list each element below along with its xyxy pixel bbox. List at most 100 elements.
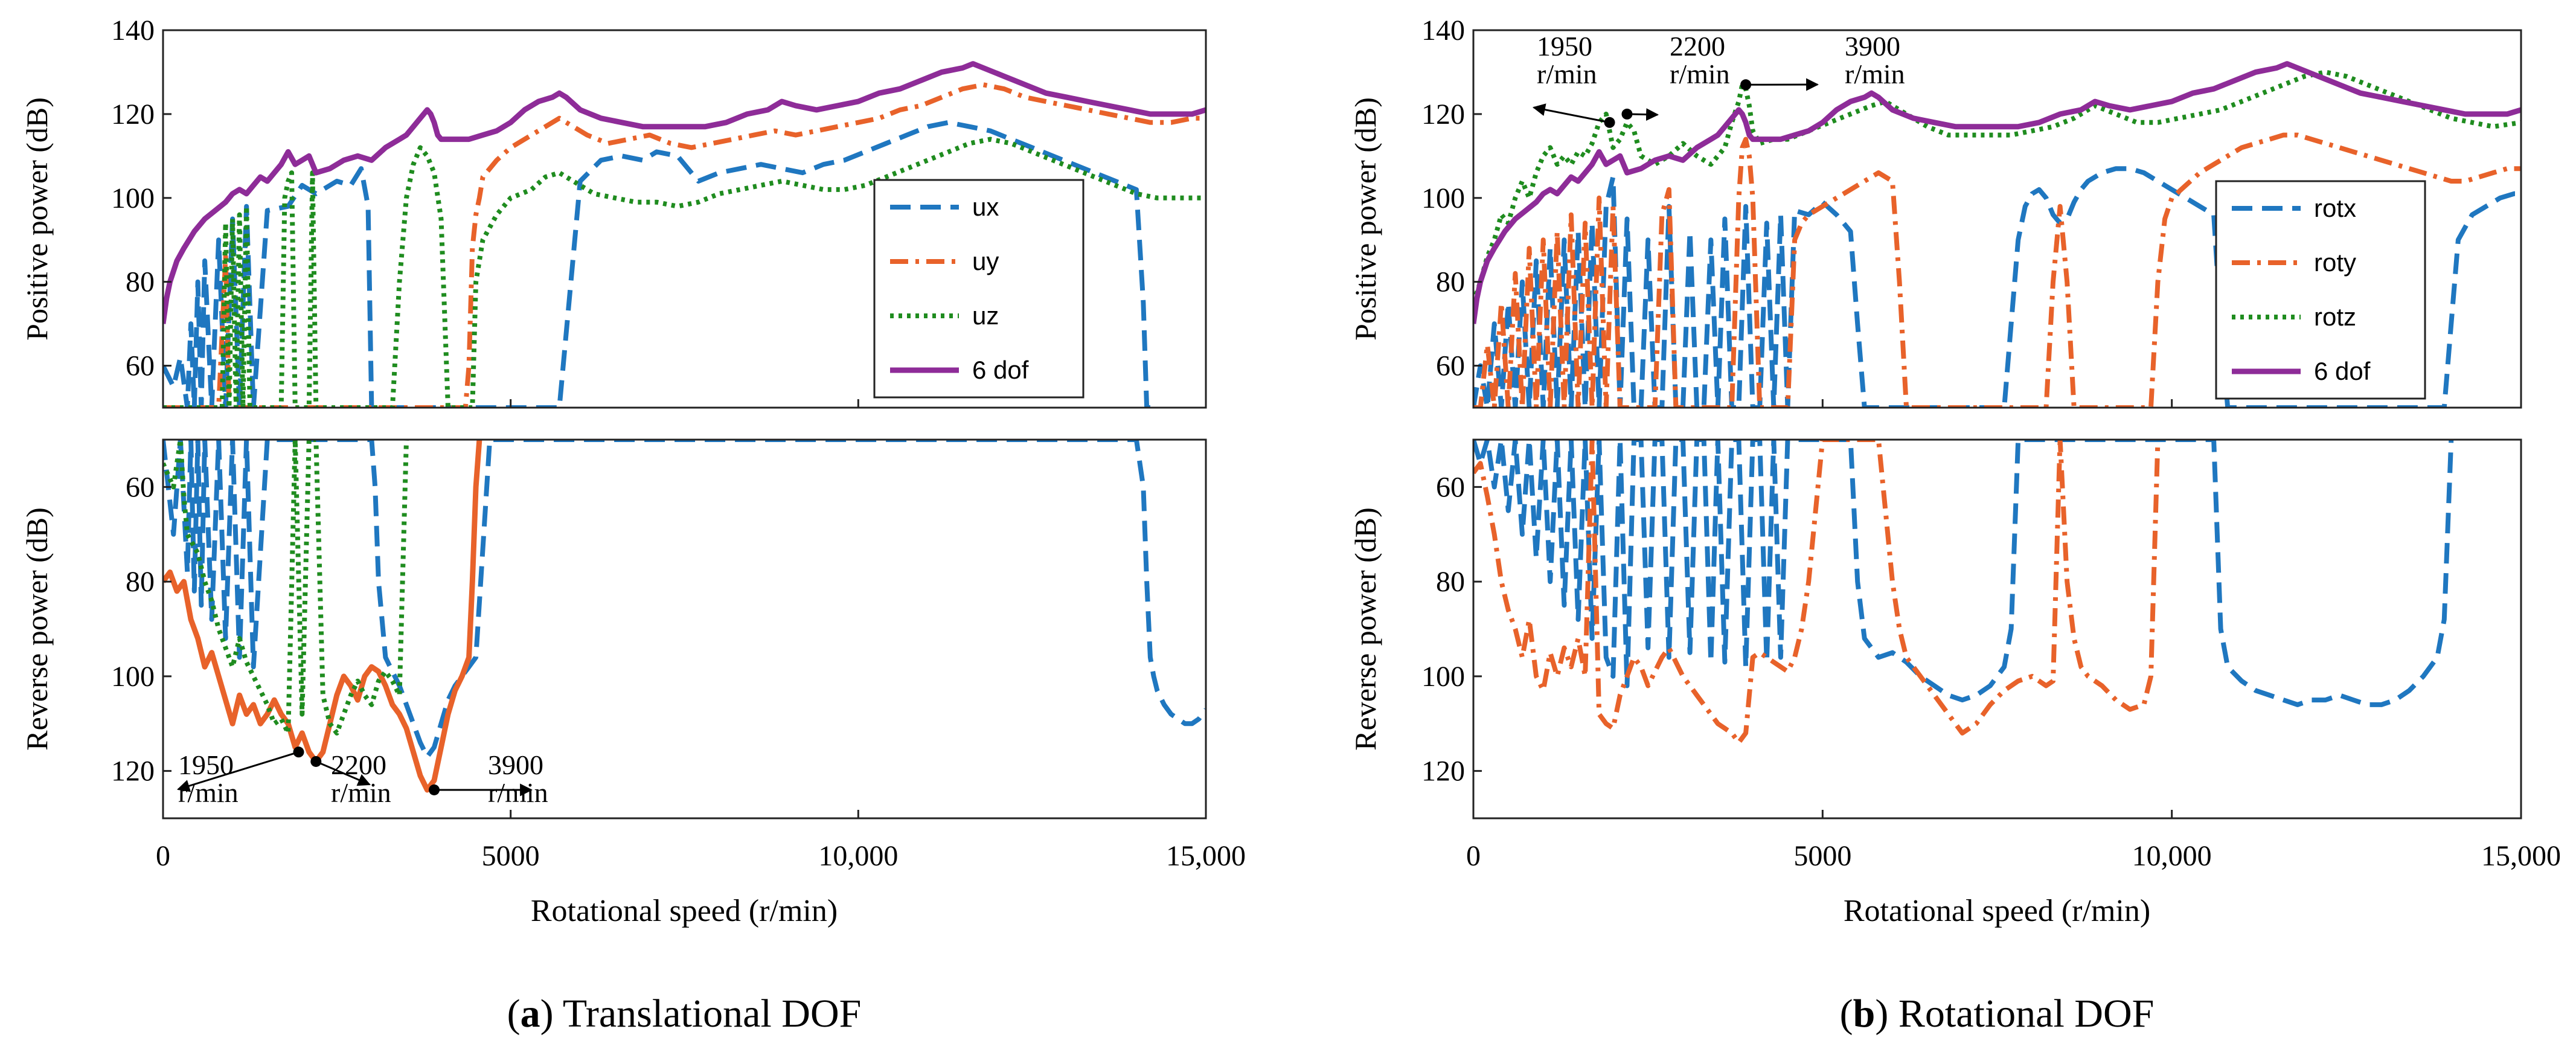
caption-text: ) Translational DOF [540,992,862,1036]
annotation-unit: r/min [331,777,391,808]
series-line-uz [163,136,1206,408]
annotation-unit: r/min [1670,59,1730,89]
annotation-point [1604,117,1615,128]
annotation-speed: 2200 [1670,31,1725,62]
series-line-rotx [1473,166,2521,408]
series-line-rotz [1473,69,2521,304]
annotation-point [310,755,322,767]
caption-letter: b [1853,992,1876,1036]
axes-frame [1472,29,2522,409]
legend-entry: 6 dof [2314,357,2371,385]
series-line-uy [163,440,482,793]
annotation-point [429,784,440,795]
x-tick-label: 0 [1466,840,1481,872]
x-axis-label: Rotational speed (r/min) [531,894,838,928]
panel-positive: 60 80 100 120 140 Positive power (dB) rotx roty… [1348,14,2522,409]
series-line-uz [163,440,409,736]
y-axis-label: Positive power (dB) [1348,97,1382,341]
x-tick-label: 5000 [482,840,540,872]
figure-caption: (a) Translational DOF [507,992,862,1036]
series-line-rotx [1473,440,2454,707]
x-tick-label: 15,000 [1166,840,1246,872]
legend-entry: rotx [2314,194,2356,222]
legend-entry: uy [972,247,999,275]
annotation-unit: r/min [488,777,548,808]
caption-prefix: ( [507,992,521,1036]
annotation-arrow [176,751,299,792]
y-tick-label: 140 [111,14,155,47]
series-line-roty [1473,132,2521,408]
x-tick-label: 10,000 [2132,840,2212,872]
legend: ux uy uz 6 dof [873,179,1085,399]
y-tick-label: 120 [111,98,155,130]
panel-reverse: 60 80 100 120 0 5000 10,000 15,000 Reverse power… [20,438,1246,872]
y-tick-label: 80 [126,266,155,298]
axes-frame [1472,438,2522,819]
legend-entry: roty [2314,248,2356,277]
axes-frame [162,29,1207,409]
series-line-uy [163,82,1206,408]
figure-caption: (b) Rotational DOF [1840,992,2155,1036]
caption-prefix: ( [1840,992,1853,1036]
y-axis-label: Reverse power (dB) [20,507,54,751]
legend-entry: 6 dof [972,356,1029,384]
annotation-point [293,746,304,758]
y-tick-label: 60 [1436,350,1465,382]
series-line-ux [163,120,1154,408]
annotation-speed: 1950 [1537,31,1592,62]
y-tick-label: 80 [1436,566,1465,598]
panel-positive: 60 80 100 120 140 Positive power (dB) ux uy uz 6 … [20,14,1207,409]
series-line-6-dof [1473,61,2521,324]
x-tick-label: 0 [156,840,170,872]
y-tick-label: 120 [1421,755,1465,787]
legend-box [2215,180,2426,400]
y-tick-label: 100 [111,182,155,214]
axes-frame [162,438,1207,819]
legend: rotx roty rotz 6 dof [2215,180,2426,400]
legend-box [873,179,1085,399]
legend-entry: uz [972,301,999,330]
chart-rotational: 60 80 100 120 140 Positive power (dB) rotx roty… [1348,14,2561,1036]
series-group [163,440,1206,793]
y-tick-label: 120 [111,755,155,787]
annotation-arrow [1532,103,1610,124]
x-tick-label: 15,000 [2481,840,2561,872]
y-tick-label: 100 [1421,661,1465,693]
y-axis-label: Positive power (dB) [20,97,54,341]
annotation-speed: 1950 [178,749,234,780]
y-tick-label: 80 [126,566,155,598]
series-line-roty [1473,440,2161,745]
y-tick-label: 100 [111,661,155,693]
annotation-unit: r/min [1537,59,1597,89]
y-axis-label: Reverse power (dB) [1348,507,1382,751]
panel-reverse: 60 80 100 120 0 5000 10,000 15,000 Reverse power… [1348,438,2561,872]
y-tick-label: 60 [126,350,155,382]
x-tick-label: 5000 [1793,840,1851,872]
y-tick-label: 60 [126,471,155,503]
annotation-speed: 3900 [488,749,543,780]
legend-entry: ux [972,193,999,221]
caption-letter: a [521,992,540,1036]
y-tick-label: 140 [1421,14,1465,47]
annotation-speed: 3900 [1845,31,1900,62]
annotation-point [1621,108,1633,120]
legend-entry: rotz [2314,303,2356,331]
series-group [1473,61,2521,408]
x-tick-label: 10,000 [818,840,898,872]
caption-text: ) Rotational DOF [1875,992,2154,1036]
y-tick-label: 60 [1436,471,1465,503]
series-line-6-dof [163,61,1206,324]
y-tick-label: 100 [1421,182,1465,214]
annotation-unit: r/min [1845,59,1905,89]
y-tick-label: 80 [1436,266,1465,298]
series-group [1473,440,2454,745]
annotation-point [1740,79,1752,91]
chart-translational: 60 80 100 120 140 Positive power (dB) ux uy uz 6 … [20,14,1246,1036]
annotation-arrow [315,760,371,786]
